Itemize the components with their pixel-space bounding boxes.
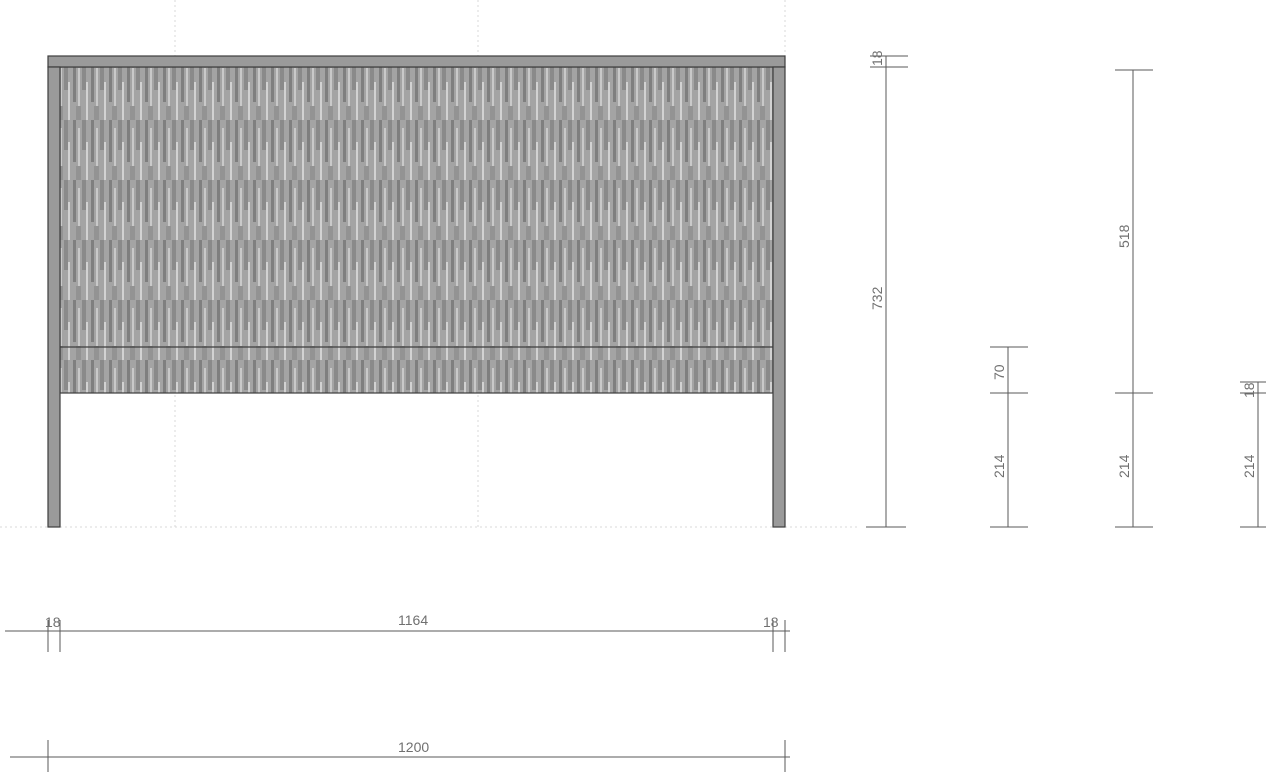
desk-elevation <box>47 55 786 528</box>
dim-left-panel: 18 <box>45 614 61 630</box>
dim-overall-width: 1200 <box>398 739 429 755</box>
dim-inner-span: 1164 <box>398 612 428 628</box>
dim-shelf-clearance: 214 <box>1241 454 1257 478</box>
overall-height-dimension: 18 732 <box>866 50 908 528</box>
dim-shelf-thickness: 18 <box>1241 382 1257 398</box>
top-board <box>47 55 786 68</box>
back-panel <box>59 66 774 394</box>
front-panel-height-dimension: 70 214 <box>990 346 1028 528</box>
construction-guides <box>0 0 860 528</box>
dim-side-upper: 518 <box>1116 224 1132 248</box>
shelf-height-dimension: 18 214 <box>1240 381 1266 528</box>
dim-top-thickness: 18 <box>869 50 885 66</box>
right-leg <box>772 66 786 528</box>
dim-right-panel: 18 <box>763 614 779 630</box>
dim-side-clearance: 214 <box>1116 454 1132 478</box>
dim-overall-height: 732 <box>869 286 885 310</box>
side-height-dimension: 518 214 <box>1115 69 1153 528</box>
width-dimension-row: 18 1164 18 <box>5 612 790 652</box>
dim-front-panel-clearance: 214 <box>991 454 1007 478</box>
overall-width-dimension: 1200 <box>10 739 790 772</box>
dim-front-panel: 70 <box>991 364 1007 380</box>
left-leg <box>47 66 61 528</box>
